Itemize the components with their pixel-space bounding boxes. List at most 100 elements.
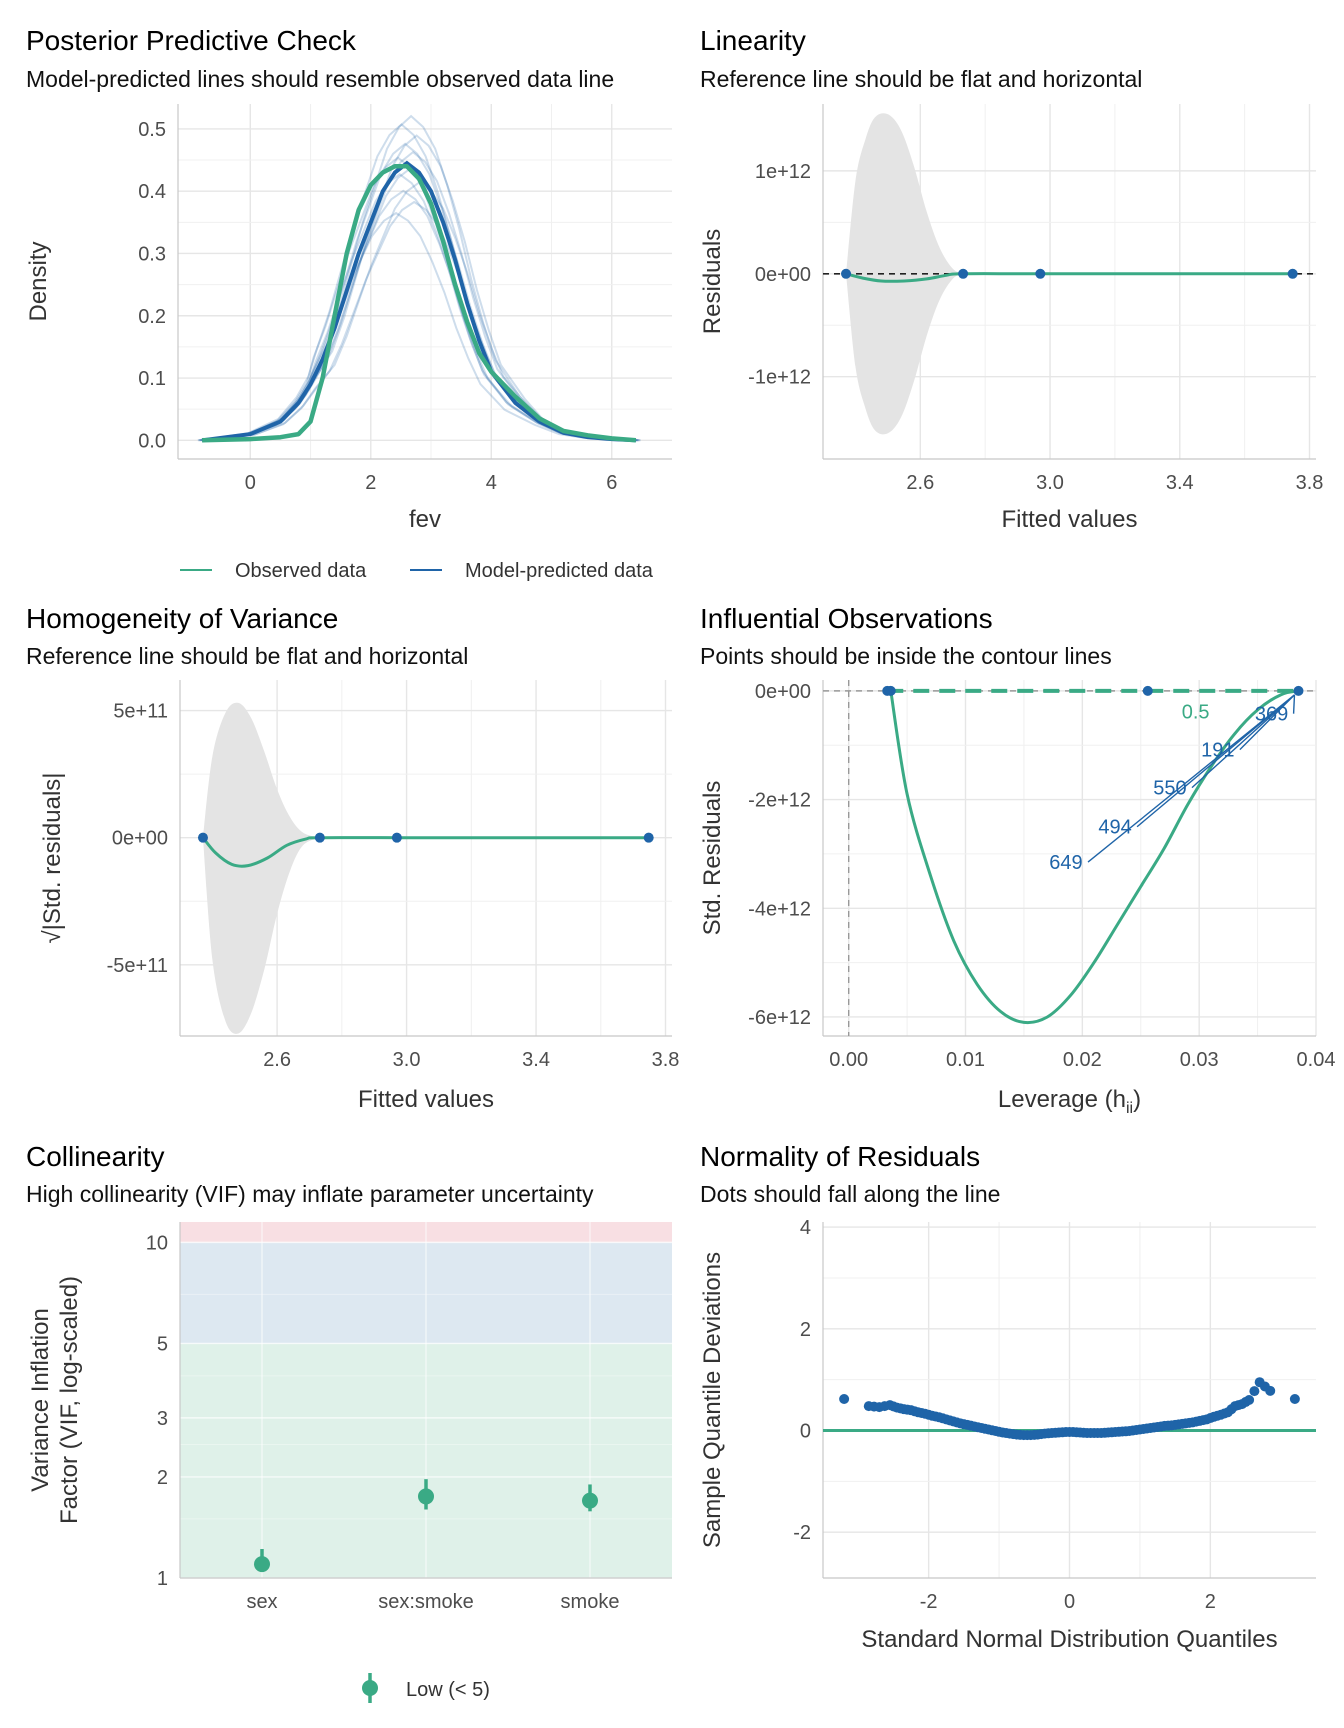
influential-x-axis-label-subscript: ii [1126,1100,1133,1117]
influential-panel: Influential Observations Points should be… [699,603,1335,1117]
collinearity-y-tick-label: 3 [157,1408,168,1430]
ppc-x-tick-label: 6 [606,472,617,494]
ppc-gridlines [178,104,672,459]
influential-x-tick-label: 0.02 [1063,1049,1102,1071]
linearity-subtitle: Reference line should be flat and horizo… [700,66,1142,92]
normality-point [1244,1395,1255,1405]
homogeneity-y-tick-label: 0e+00 [112,828,168,850]
ppc-y-tick-label: 0.5 [138,119,166,141]
influential-y-axis-label: Std. Residuals [699,781,726,936]
ppc-legend-observed-label: Observed data [235,560,367,582]
influential-x-axis-label-close: ) [1133,1086,1141,1113]
normality-y-tick-label: -2 [793,1522,811,1544]
ppc-predicted-draw-line [198,156,633,442]
ppc-legend: Observed data Model-predicted data [180,560,654,582]
normality-x-tick-label: -2 [920,1591,938,1613]
collinearity-category-label: sex:smoke [378,1591,474,1613]
influential-x-tick-label: 0.04 [1297,1049,1336,1071]
influential-y-tick-label: -6e+12 [748,1007,811,1029]
collinearity-point [582,1492,598,1509]
linearity-title: Linearity [700,25,806,56]
linearity-point [1035,268,1046,279]
influential-y-tick-label: 0e+00 [755,681,811,703]
collinearity-y-tick-label: 5 [157,1333,168,1355]
linearity-y-tick-label: 0e+00 [755,264,811,286]
homogeneity-x-axis-label: Fitted values [358,1086,494,1113]
linearity-point [958,268,969,279]
influential-point [1293,685,1304,696]
ppc-y-tick-label: 0.2 [138,306,166,328]
ppc-predicted-line [201,160,636,443]
influential-x-tick-label: 0.03 [1180,1049,1219,1071]
normality-x-axis-label: Standard Normal Distribution Quantiles [861,1626,1277,1653]
collinearity-y-axis-label-line2: Factor (VIF, log-scaled) [56,1276,83,1524]
homogeneity-panel: Homogeneity of Variance Reference line sh… [26,603,679,1113]
homogeneity-y-axis-label: √|Std. residuals| [39,772,66,943]
influential-point [885,685,896,696]
homogeneity-x-tick-label: 3.8 [652,1049,680,1071]
collinearity-y-axis-label-line1: Variance Inflation [27,1308,54,1492]
normality-title: Normality of Residuals [700,1141,980,1172]
linearity-smooth-line [845,272,1293,283]
collinearity-y-tick-label: 2 [157,1467,168,1489]
collinearity-panel: Collinearity High collinearity (VIF) may … [26,1141,672,1703]
influential-title: Influential Observations [700,603,993,634]
ppc-title: Posterior Predictive Check [26,25,357,56]
normality-y-tick-label: 2 [800,1319,811,1341]
ppc-observed-line [202,164,637,443]
ppc-x-tick-label: 4 [486,472,497,494]
normality-point [839,1393,850,1404]
influential-contour-label: 0.5 [1182,702,1210,724]
influential-point-label: 494 [1098,817,1131,839]
homogeneity-x-tick-label: 3.4 [522,1049,550,1071]
collinearity-point [254,1556,270,1573]
normality-y-tick-label: 4 [800,1217,811,1239]
collinearity-legend: Low (< 5) [362,1673,490,1703]
ppc-legend-predicted-label: Model-predicted data [465,560,654,582]
influential-point-label: 550 [1153,778,1186,800]
linearity-point [841,268,852,279]
normality-x-tick-label: 0 [1064,1591,1075,1613]
influential-x-axis-label: Leverage (hii) [998,1086,1141,1117]
influential-x-axis-label-main: Leverage (h [998,1086,1126,1113]
homogeneity-y-tick-label: -5e+11 [107,955,168,977]
normality-y-tick-label: 0 [800,1421,811,1443]
influential-y-tick-label: -2e+12 [748,790,811,812]
ppc-x-axis-label: fev [409,506,441,533]
ppc-x-tick-label: 2 [365,472,376,494]
linearity-x-tick-label: 3.0 [1036,472,1064,494]
homogeneity-smooth-line [201,836,649,868]
normality-point [1265,1385,1276,1396]
linearity-point [1287,268,1298,279]
ppc-x-tick-label: 0 [245,472,256,494]
influential-label-leader [1087,694,1295,863]
normality-gridlines [823,1222,1316,1578]
normality-point [1249,1386,1260,1397]
normality-y-axis-label: Sample Quantile Deviations [699,1252,726,1548]
influential-point [1142,685,1153,696]
linearity-x-tick-label: 2.6 [906,472,934,494]
homogeneity-point [391,832,402,843]
ppc-y-tick-label: 0.4 [138,181,166,203]
influential-point-label: 649 [1049,852,1082,874]
linearity-panel: Linearity Reference line should be flat a… [699,25,1323,533]
collinearity-y-tick-label: 1 [157,1568,168,1590]
collinearity-point [418,1488,434,1505]
ppc-subtitle: Model-predicted lines should resemble ob… [26,66,614,92]
collinearity-category-label: sex [246,1591,277,1613]
collinearity-y-tick-label: 10 [146,1232,168,1254]
normality-point [1289,1393,1300,1404]
ppc-y-tick-label: 0.0 [138,430,166,452]
influential-x-tick-label: 0.01 [946,1049,985,1071]
influential-smooth-line [889,689,1299,1025]
influential-subtitle: Points should be inside the contour line… [700,643,1112,669]
homogeneity-title: Homogeneity of Variance [26,603,338,634]
linearity-y-tick-label: 1e+12 [755,161,811,183]
ppc-panel: Posterior Predictive Check Model-predicte… [25,25,672,582]
linearity-x-tick-label: 3.8 [1296,472,1324,494]
linearity-x-tick-label: 3.4 [1166,472,1194,494]
linearity-x-axis-label: Fitted values [1001,506,1137,533]
homogeneity-subtitle: Reference line should be flat and horizo… [26,643,468,669]
collinearity-title: Collinearity [26,1141,165,1172]
